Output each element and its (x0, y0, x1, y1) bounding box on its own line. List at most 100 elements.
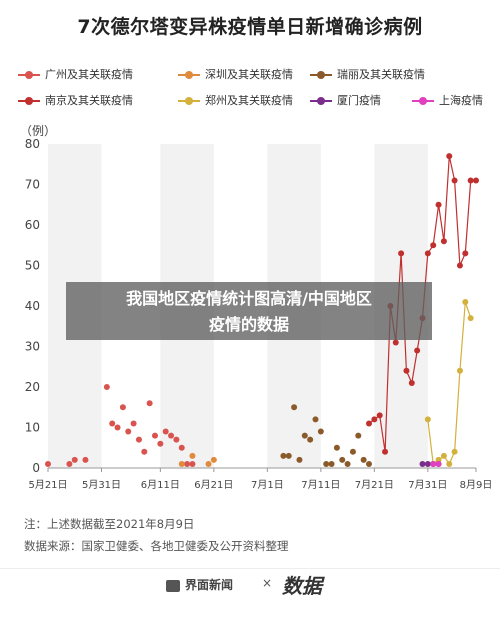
data-point (119, 404, 126, 411)
legend-label: 瑞丽及其关联疫情 (337, 68, 425, 81)
data-point (146, 400, 153, 407)
legend-marker (310, 96, 332, 106)
footer-times: × (262, 576, 273, 590)
footer-partner-logo: 数据 (282, 574, 322, 598)
data-point (440, 238, 447, 245)
data-point (103, 384, 110, 390)
data-point (71, 456, 78, 463)
legend-item: 瑞丽及其关联疫情 (310, 66, 425, 82)
chart-plot: 0 10 20 30 40 50 60 70 80 5月21日 5月31日 6月11日 6月21日 7月1… (25, 137, 493, 491)
legend-label: 南京及其关联疫情 (45, 94, 133, 107)
data-point (424, 250, 431, 257)
data-point (141, 448, 148, 455)
x-tick-label: 6月11日 (141, 479, 180, 491)
data-point (355, 432, 362, 439)
data-point (178, 460, 185, 467)
footer-brand-name: 界面新闻 (185, 578, 234, 592)
legend-label: 郑州及其关联疫情 (205, 94, 293, 107)
legend-label: 上海疫情 (439, 94, 483, 107)
data-point (333, 444, 340, 451)
data-point (317, 428, 324, 435)
data-point (66, 460, 73, 467)
overlay-line-1: 我国地区疫情统计图高清/中国地区 (126, 289, 372, 308)
x-tick-label: 8月9日 (460, 479, 493, 491)
legend-item: 上海疫情 (412, 92, 483, 108)
data-point (205, 460, 212, 467)
data-point (130, 420, 137, 427)
data-point (280, 452, 287, 459)
data-point (414, 347, 421, 354)
y-tick-label: 10 (25, 421, 40, 435)
x-tick-label: 6月21日 (194, 479, 233, 491)
data-point (366, 420, 372, 427)
x-tick-label: 5月21日 (28, 479, 67, 491)
data-point (178, 444, 185, 451)
data-point (135, 436, 142, 443)
data-point (398, 250, 405, 257)
data-point (451, 448, 458, 455)
data-point (467, 315, 474, 322)
data-point (462, 298, 469, 305)
data-point (371, 416, 378, 423)
data-point (366, 460, 372, 467)
y-tick-label: 20 (25, 380, 40, 394)
data-point (435, 201, 442, 208)
data-point (328, 460, 335, 467)
series-line (427, 301, 472, 466)
data-point (109, 420, 116, 427)
legend-label: 深圳及其关联疫情 (205, 68, 293, 81)
data-point (440, 452, 447, 459)
data-point (296, 456, 303, 463)
footer-brand: 界面新闻 (166, 576, 233, 593)
x-tick-label: 7月1日 (251, 479, 284, 491)
data-point (360, 456, 367, 463)
y-tick-label: 0 (32, 461, 40, 475)
data-point (125, 428, 132, 435)
data-point (301, 432, 308, 439)
data-point (349, 448, 356, 455)
data-point (157, 440, 164, 447)
legend-label: 广州及其关联疫情 (45, 68, 133, 81)
y-tick-label: 50 (25, 259, 40, 273)
overlay-line-2: 疫情的数据 (208, 315, 289, 334)
data-point (424, 416, 431, 423)
y-axis-unit-label: （例） (20, 124, 57, 138)
data-point (339, 456, 346, 463)
data-point (189, 460, 196, 467)
legend-marker (178, 96, 200, 106)
y-tick-label: 60 (25, 218, 40, 232)
data-point (446, 460, 453, 467)
data-point (382, 448, 389, 455)
data-point (291, 404, 298, 411)
data-point (323, 460, 330, 467)
y-tick-label: 40 (25, 299, 40, 313)
legend-item: 南京及其关联疫情 (18, 92, 133, 108)
overlay-banner: 我国地区疫情统计图高清/中国地区 疫情的数据 (66, 282, 432, 340)
data-point (162, 428, 169, 435)
footer-divider (0, 568, 500, 569)
legend-item: 深圳及其关联疫情 (178, 66, 293, 82)
data-point (168, 432, 175, 439)
legend-item: 厦门疫情 (310, 92, 381, 108)
data-point (430, 242, 437, 249)
data-point (344, 460, 351, 467)
legend-marker (178, 70, 200, 80)
data-point (456, 367, 463, 374)
data-point (419, 460, 426, 467)
data-point (408, 379, 415, 386)
data-point (435, 460, 442, 467)
legend-marker (18, 70, 40, 80)
data-point (462, 250, 469, 257)
x-tick-label: 7月31日 (408, 479, 447, 491)
legend-item: 郑州及其关联疫情 (178, 92, 293, 108)
x-tick-label: 5月31日 (82, 479, 121, 491)
legend-marker (310, 70, 332, 80)
data-point (392, 339, 399, 346)
chart-title: 7次德尔塔变异株疫情单日新增确诊病例 (77, 16, 423, 38)
data-point (210, 456, 217, 463)
data-point (403, 367, 410, 374)
data-cutoff-note: 注：上述数据截至2021年8月9日 (24, 517, 195, 531)
legend-marker (18, 96, 40, 106)
brand-logo-icon (166, 579, 180, 592)
data-point (114, 424, 121, 431)
